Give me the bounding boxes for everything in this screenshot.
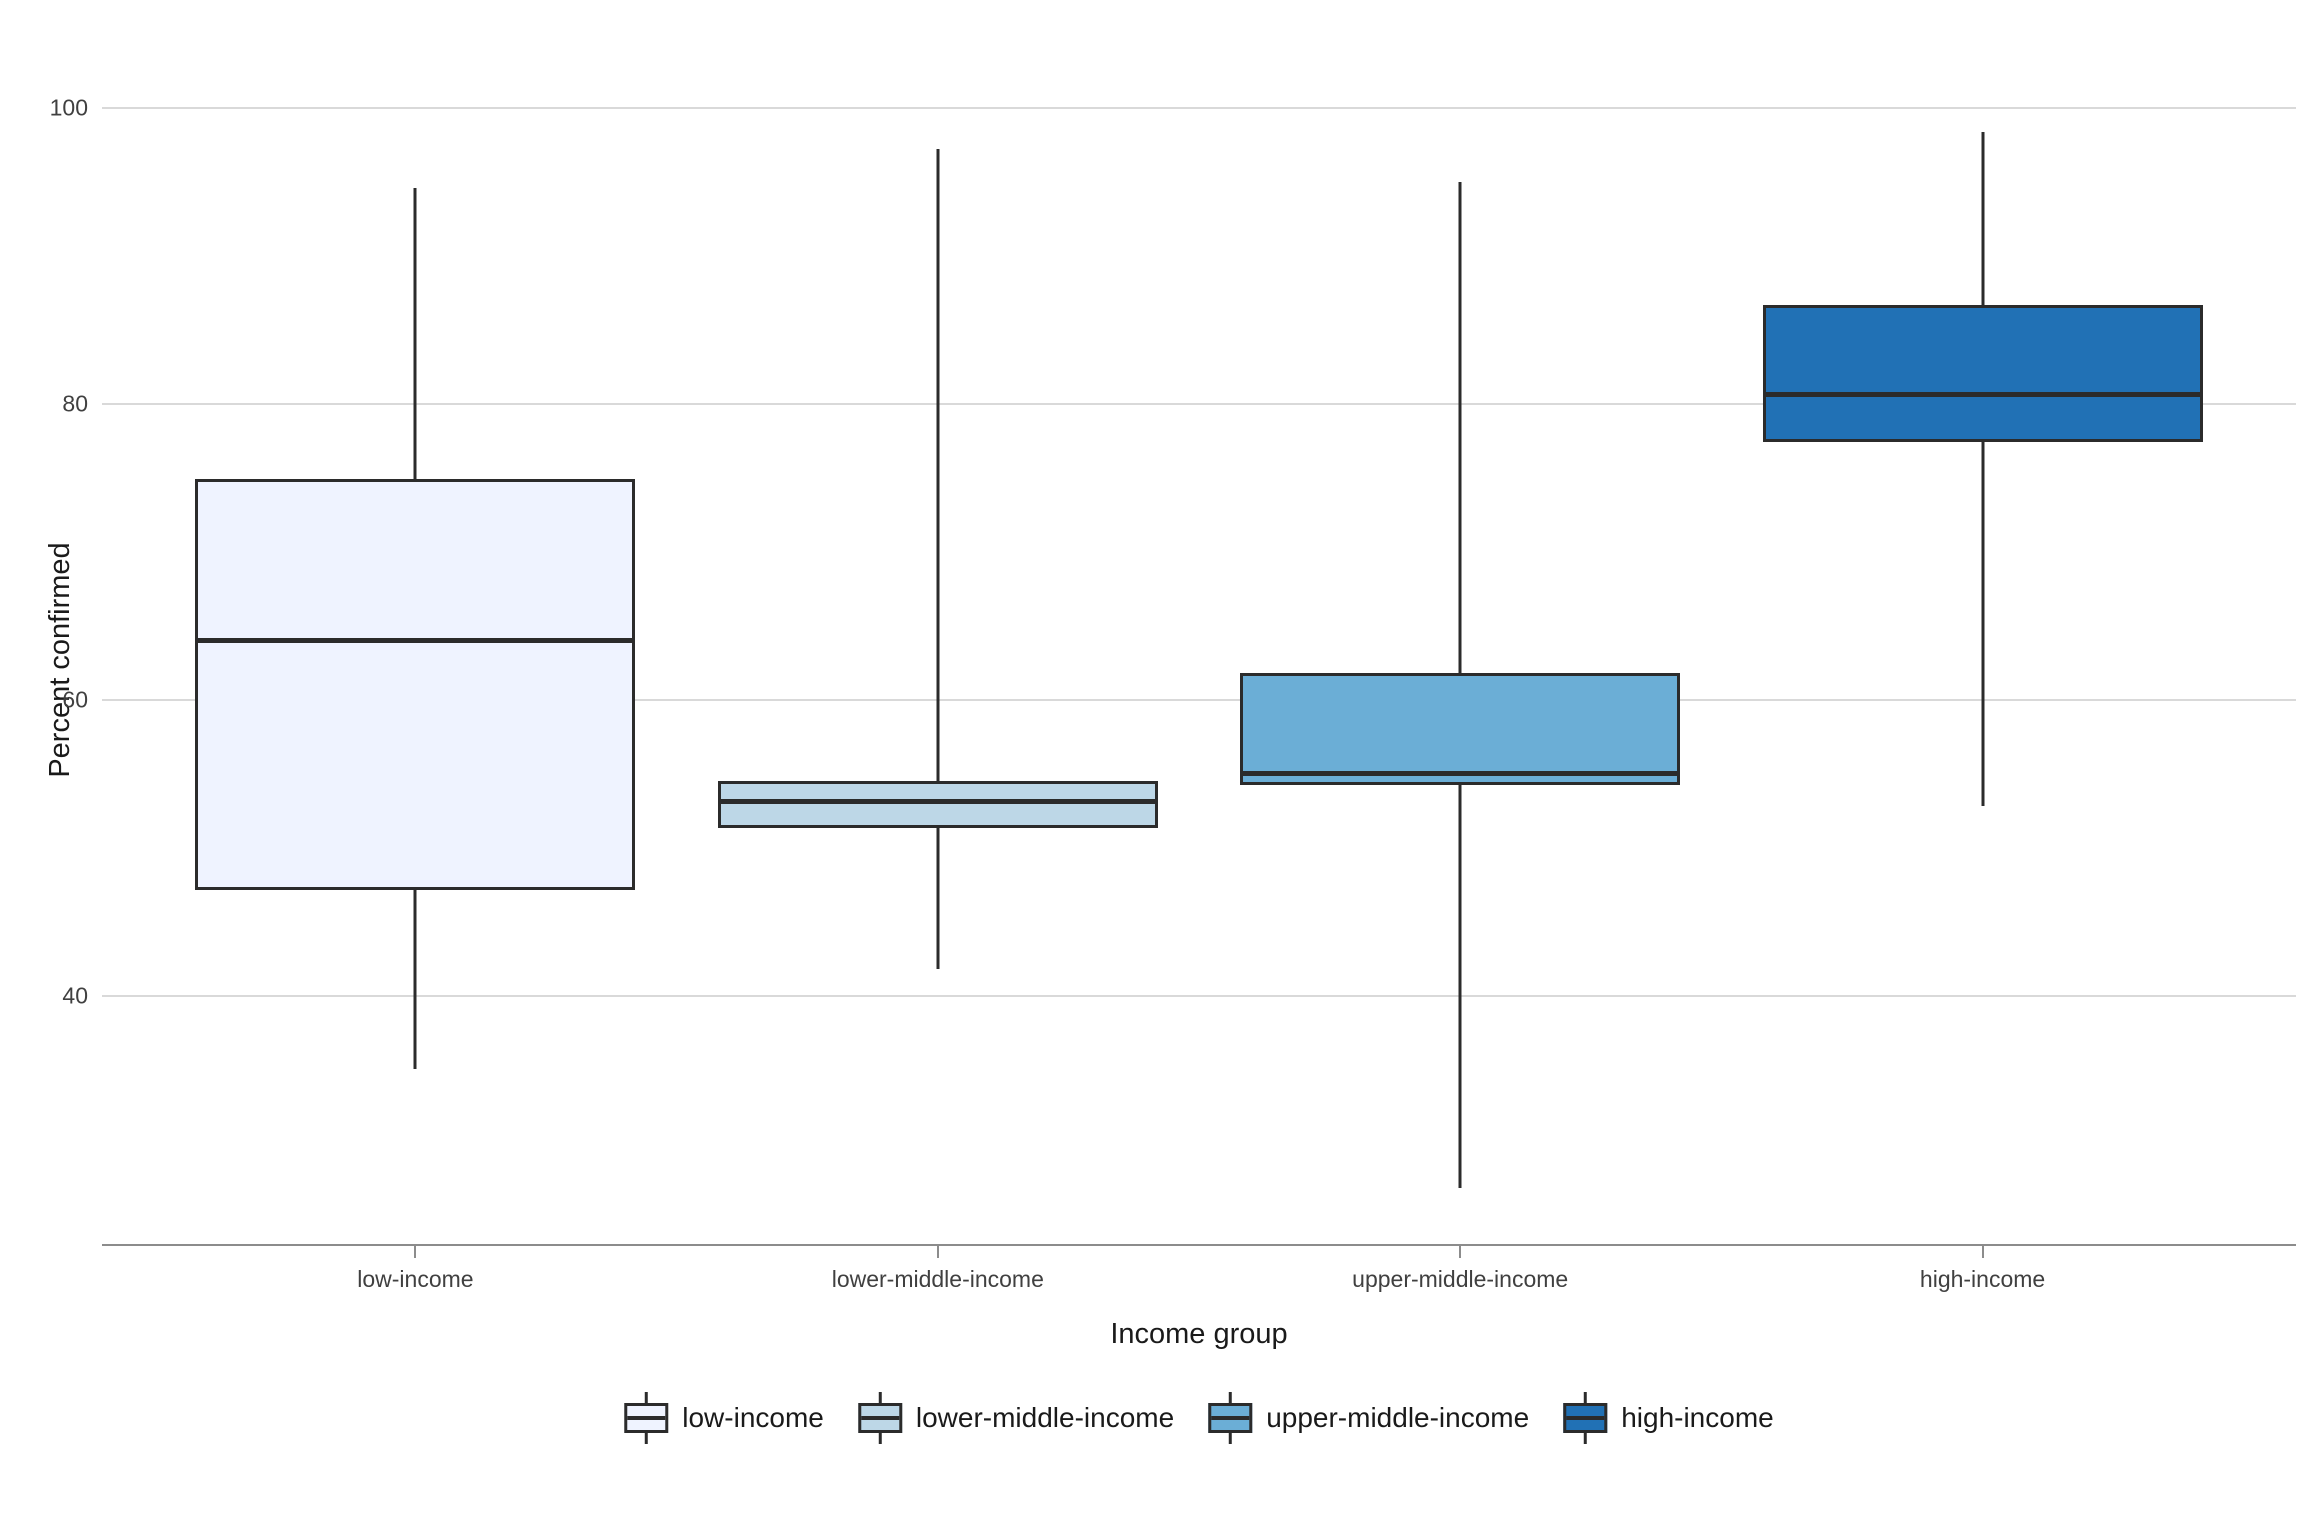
legend-boxplot-key-icon	[857, 1392, 902, 1444]
legend-boxplot-key-icon	[624, 1392, 669, 1444]
x-axis-line	[102, 1244, 2296, 1246]
x-axis-title: Income group	[1110, 1318, 1288, 1350]
gridline	[102, 698, 2296, 701]
x-tick-label: upper-middle-income	[1352, 1266, 1569, 1292]
legend-boxplot-key-icon	[1563, 1392, 1608, 1444]
median-lower-middle-income	[720, 799, 1155, 805]
y-tick-label: 40	[62, 982, 88, 1008]
gridline	[102, 107, 2296, 110]
box-low-income	[195, 479, 636, 891]
box-high-income	[1762, 304, 2203, 443]
x-tick-mark	[1981, 1246, 1984, 1258]
legend-item-upper-middle-income: upper-middle-income	[1208, 1392, 1529, 1444]
x-tick-mark	[414, 1246, 417, 1258]
y-tick-label: 60	[62, 686, 88, 713]
gridline	[102, 994, 2296, 997]
box-upper-middle-income	[1240, 673, 1681, 786]
x-tick-label: high-income	[1919, 1266, 2046, 1292]
whisker-line	[936, 149, 940, 969]
x-tick-label: low-income	[357, 1266, 474, 1292]
median-upper-middle-income	[1243, 771, 1678, 777]
y-tick-label: 100	[49, 94, 88, 121]
y-axis-title: Percent confirmed	[44, 542, 76, 778]
legend: low-income lower-middle-income upper-middl…	[624, 1392, 1774, 1444]
legend-label: upper-middle-income	[1266, 1402, 1530, 1433]
y-tick-label: 80	[62, 390, 88, 417]
box-lower-middle-income	[717, 781, 1158, 829]
legend-label: lower-middle-income	[915, 1402, 1175, 1433]
median-high-income	[1765, 392, 2200, 398]
legend-label: high-income	[1621, 1402, 1774, 1433]
legend-label: low-income	[682, 1402, 824, 1433]
legend-boxplot-key-icon	[1208, 1392, 1253, 1444]
legend-key-median	[627, 1416, 666, 1420]
median-low-income	[198, 638, 633, 644]
x-tick-mark	[936, 1246, 939, 1258]
legend-item-high-income: high-income	[1563, 1392, 1774, 1444]
x-tick-mark	[1459, 1246, 1462, 1258]
x-tick-label: lower-middle-income	[831, 1266, 1044, 1292]
legend-key-median	[1566, 1416, 1605, 1420]
legend-item-low-income: low-income	[624, 1392, 824, 1444]
legend-key-median	[1211, 1416, 1250, 1420]
whisker-line	[1981, 131, 1985, 807]
legend-item-lower-middle-income: lower-middle-income	[857, 1392, 1175, 1444]
gridline	[102, 402, 2296, 405]
legend-key-median	[860, 1416, 899, 1420]
